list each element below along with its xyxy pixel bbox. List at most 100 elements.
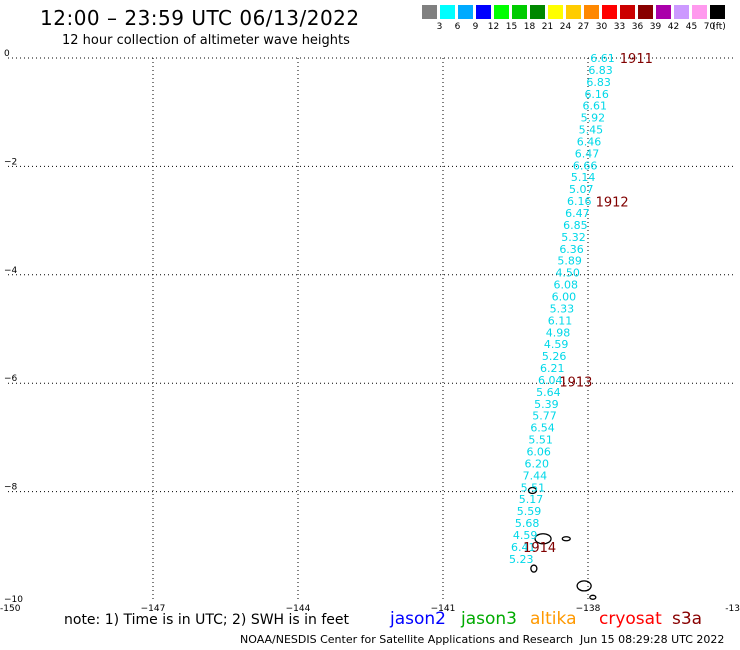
- swh-value: 5.92: [581, 112, 606, 125]
- lon-tick-label: -150: [0, 604, 21, 614]
- scale-label: 30: [595, 22, 608, 32]
- swh-value: 4.59: [513, 529, 538, 542]
- swh-value: 6.21: [540, 362, 565, 375]
- scale-label: 39: [649, 22, 662, 32]
- scale-label: 70: [703, 22, 716, 32]
- lon-tick-label: -13: [725, 604, 740, 614]
- island-outline: [589, 594, 597, 600]
- swh-value: 6.47: [565, 207, 590, 220]
- scale-swatch: [584, 5, 599, 19]
- swh-value: 5.39: [534, 398, 559, 411]
- scale-label: 45: [685, 22, 698, 32]
- scale-label: 24: [559, 22, 572, 32]
- legend-jason2: jason2: [390, 609, 446, 629]
- swh-value: 5.51: [521, 481, 546, 494]
- lon-tick-label: −138: [576, 604, 601, 614]
- legend-jason3: jason3: [461, 609, 517, 629]
- lon-tick-label: −147: [141, 604, 166, 614]
- scale-swatch: [494, 5, 509, 19]
- scale-swatch: [458, 5, 473, 19]
- credit-footer: NOAA/NESDIS Center for Satellite Applica…: [240, 633, 574, 646]
- island-outline: [576, 580, 592, 592]
- island-outline: [530, 564, 538, 573]
- swh-value: 5.26: [542, 350, 567, 363]
- swh-value: 6.04: [538, 374, 563, 387]
- swh-value: 5.77: [532, 410, 557, 423]
- map-title: 12:00 – 23:59 UTC 06/13/2022: [40, 6, 360, 30]
- swh-value: 5.51: [528, 434, 553, 447]
- swh-value: 5.07: [569, 183, 594, 196]
- swh-value: 6.46: [577, 135, 602, 148]
- swh-value: 6.85: [563, 219, 588, 232]
- swh-value: 6.36: [559, 243, 584, 256]
- legend-cryosat: cryosat: [599, 609, 662, 629]
- scale-swatch: [674, 5, 689, 19]
- map-subtitle: 12 hour collection of altimeter wave hei…: [62, 33, 350, 48]
- swh-value: 5.32: [561, 231, 586, 244]
- island-outline: [561, 536, 571, 542]
- scale-swatch: [566, 5, 581, 19]
- time-labels: 1911 1912 1913 1914: [523, 52, 653, 556]
- note-text: note: 1) Time is in UTC; 2) SWH is in fe…: [64, 612, 350, 628]
- time-label: 1914: [523, 541, 556, 556]
- axis-labels: 0 −2 −4 −6 −8 −10-150 −147 −144 −141 −138 -13: [0, 49, 740, 614]
- scale-label: 33: [613, 22, 626, 32]
- scale-swatch: [512, 5, 527, 19]
- lon-tick-label: −141: [431, 604, 456, 614]
- swh-value: 4.50: [555, 267, 580, 280]
- scale-swatch: [530, 5, 545, 19]
- time-label: 1912: [596, 196, 629, 211]
- swh-value: 6.83: [588, 64, 613, 77]
- scale-label: 21: [541, 22, 554, 32]
- scale-label: 18: [523, 22, 536, 32]
- scale-unit: (ft): [712, 22, 726, 32]
- swh-value: 6.00: [552, 290, 577, 303]
- swh-value: 5.33: [550, 302, 575, 315]
- lat-tick-label: −2: [4, 157, 17, 167]
- islands: [527, 486, 597, 600]
- swh-value: 6.54: [530, 422, 555, 435]
- scale-label: 9: [472, 22, 479, 32]
- scale-swatch: [602, 5, 617, 19]
- swh-value: 6.20: [525, 457, 550, 470]
- island-outline: [534, 533, 552, 545]
- scale-label: 15: [505, 22, 518, 32]
- swh-value: 6.41: [511, 541, 536, 554]
- swh-value: 5.59: [517, 505, 542, 518]
- swh-value: 5.17: [519, 493, 544, 506]
- scale-label: 36: [631, 22, 644, 32]
- swh-value: 6.66: [573, 159, 598, 172]
- time-label: 1911: [620, 52, 653, 67]
- swh-value: 6.83: [586, 76, 611, 89]
- lat-tick-label: −6: [4, 374, 18, 384]
- swh-value: 6.16: [584, 88, 609, 101]
- swh-value: 6.61: [590, 52, 615, 65]
- satellite-track: 6.616.836.836.166.615.925.456.466.476.66…: [509, 52, 615, 566]
- swh-value: 5.23: [509, 553, 534, 566]
- swh-value: 4.98: [546, 326, 571, 339]
- scale-swatch: [620, 5, 635, 19]
- scale-label: 42: [667, 22, 680, 32]
- swh-value: 5.68: [515, 517, 540, 530]
- lat-tick-label: −4: [4, 266, 18, 276]
- swh-value: 7.44: [523, 469, 548, 482]
- island-outline: [527, 486, 538, 495]
- lat-tick-label: −8: [4, 483, 18, 493]
- swh-value: 4.59: [544, 338, 569, 351]
- swh-value: 5.14: [571, 171, 596, 184]
- graticule: [8, 57, 733, 600]
- scale-label: 6: [454, 22, 461, 32]
- legend-altika: altika: [530, 609, 577, 629]
- scale-label: 3: [436, 22, 443, 32]
- swh-value: 5.45: [579, 124, 604, 137]
- swh-value: 6.11: [548, 314, 573, 327]
- scale-swatch: [710, 5, 725, 19]
- lon-tick-label: −144: [286, 604, 311, 614]
- swh-value: 5.64: [536, 386, 561, 399]
- scale-swatch: [692, 5, 707, 19]
- scale-swatch: [656, 5, 671, 19]
- scale-swatch: [422, 5, 437, 19]
- swh-value: 6.08: [554, 279, 579, 292]
- lat-tick-label: −10: [4, 595, 23, 605]
